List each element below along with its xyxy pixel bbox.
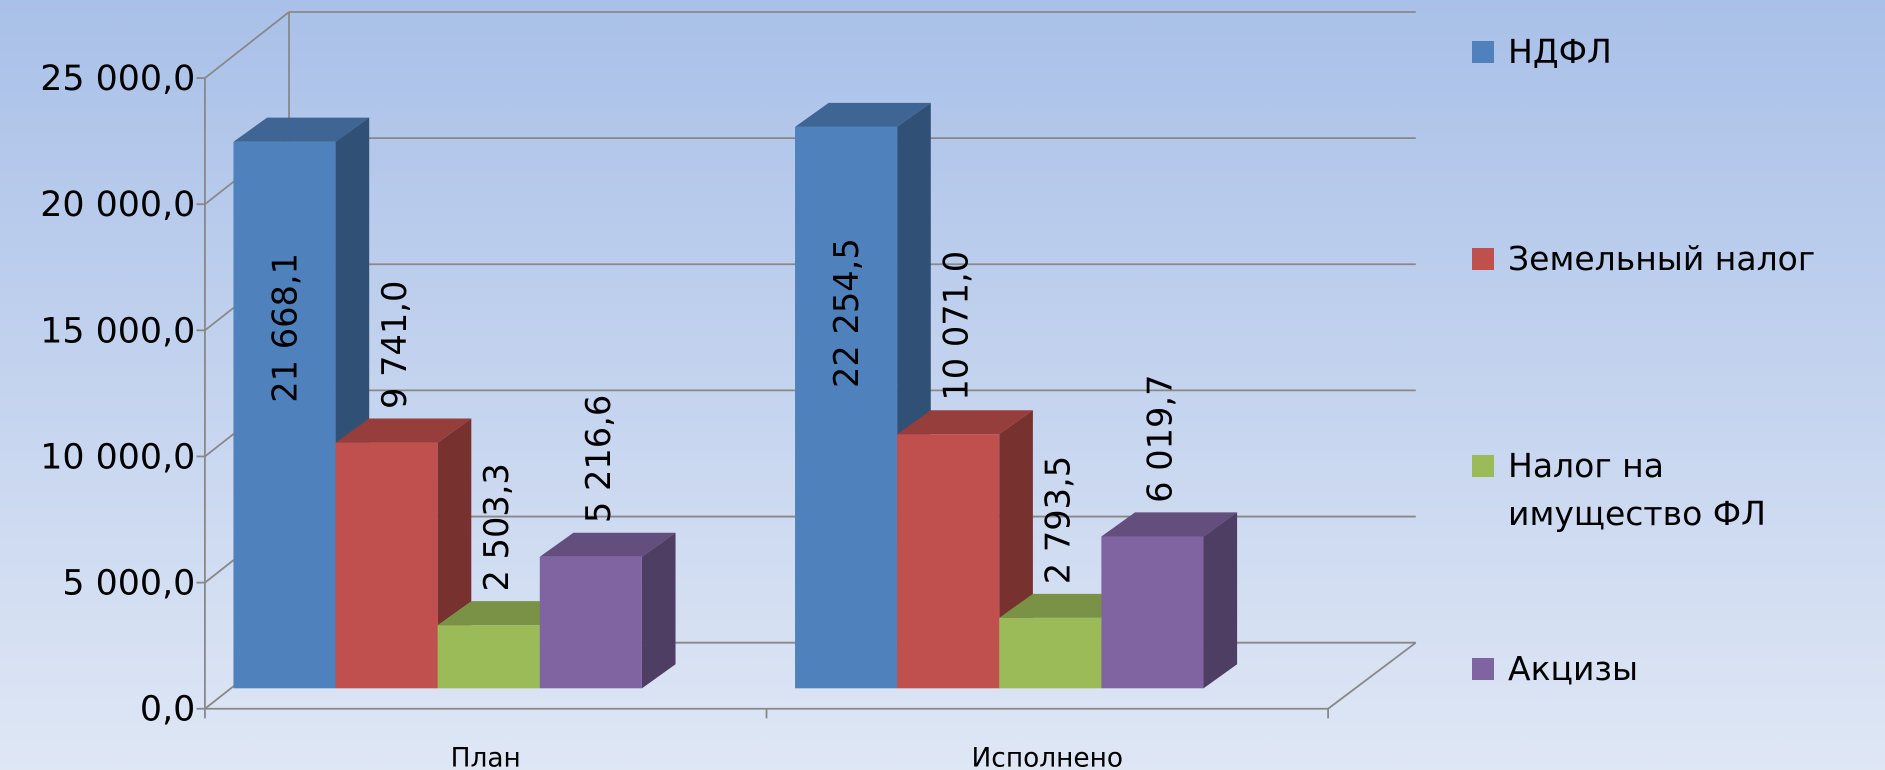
bar-top [1101, 512, 1238, 537]
legend: НДФЛ Земельный налог Налог на имущество ФЛ… [1472, 0, 1872, 770]
y-tick-label: 20 000,0 [40, 185, 195, 225]
y-tick-label: 15 000,0 [40, 311, 195, 351]
y-tick-label: 25 000,0 [40, 59, 195, 99]
legend-label: Налог на имущество ФЛ [1508, 446, 1766, 533]
bar [1101, 512, 1238, 689]
data-label: 10 071,0 [936, 251, 975, 401]
data-label: 6 019,7 [1141, 374, 1180, 502]
bar-top [539, 532, 676, 557]
data-label: 21 668,1 [266, 253, 305, 403]
bar-front [539, 556, 642, 689]
legend-item: Налог на имущество ФЛ [1472, 442, 1853, 538]
bar-front [335, 442, 438, 689]
x-tick-label: План [451, 742, 521, 770]
bar-top [335, 418, 472, 443]
bar [897, 410, 1033, 689]
bar-top [437, 601, 574, 626]
grid-line [204, 11, 290, 79]
bar-front [437, 625, 540, 689]
legend-item: Акцизы [1472, 645, 1853, 693]
bar-top [999, 593, 1135, 618]
data-label: 2 503,3 [477, 463, 516, 591]
legend-label: НДФЛ [1508, 32, 1612, 71]
bar-top [795, 102, 931, 127]
y-tick-label: 5 000,0 [62, 564, 195, 604]
legend-swatch [1472, 455, 1494, 477]
data-label: 22 254,5 [827, 238, 866, 388]
y-tick-label: 10 000,0 [40, 437, 195, 477]
legend-item: НДФЛ [1472, 28, 1853, 76]
bar-front [233, 141, 336, 689]
floor-line [1327, 641, 1417, 710]
bar-top [233, 117, 370, 142]
data-label: 5 216,6 [579, 395, 618, 523]
data-label: 9 741,0 [375, 281, 414, 409]
bar-front [999, 617, 1102, 689]
bar [539, 532, 676, 689]
bar-front [897, 434, 1000, 689]
bar-side [641, 532, 676, 689]
legend-label: Акцизы [1508, 649, 1639, 688]
legend-label: Земельный налог [1508, 239, 1816, 278]
bar-front [1101, 536, 1204, 689]
legend-item: Земельный налог [1472, 235, 1853, 283]
y-tick-label: 0,0 [140, 690, 195, 730]
data-label: 2 793,5 [1039, 456, 1078, 584]
legend-swatch [1472, 41, 1494, 63]
x-tick-label: Исполнено [972, 742, 1124, 770]
bar-front [795, 126, 898, 689]
bar-side [1203, 512, 1238, 689]
bar-top [897, 410, 1033, 435]
legend-swatch [1472, 658, 1494, 680]
legend-swatch [1472, 248, 1494, 270]
